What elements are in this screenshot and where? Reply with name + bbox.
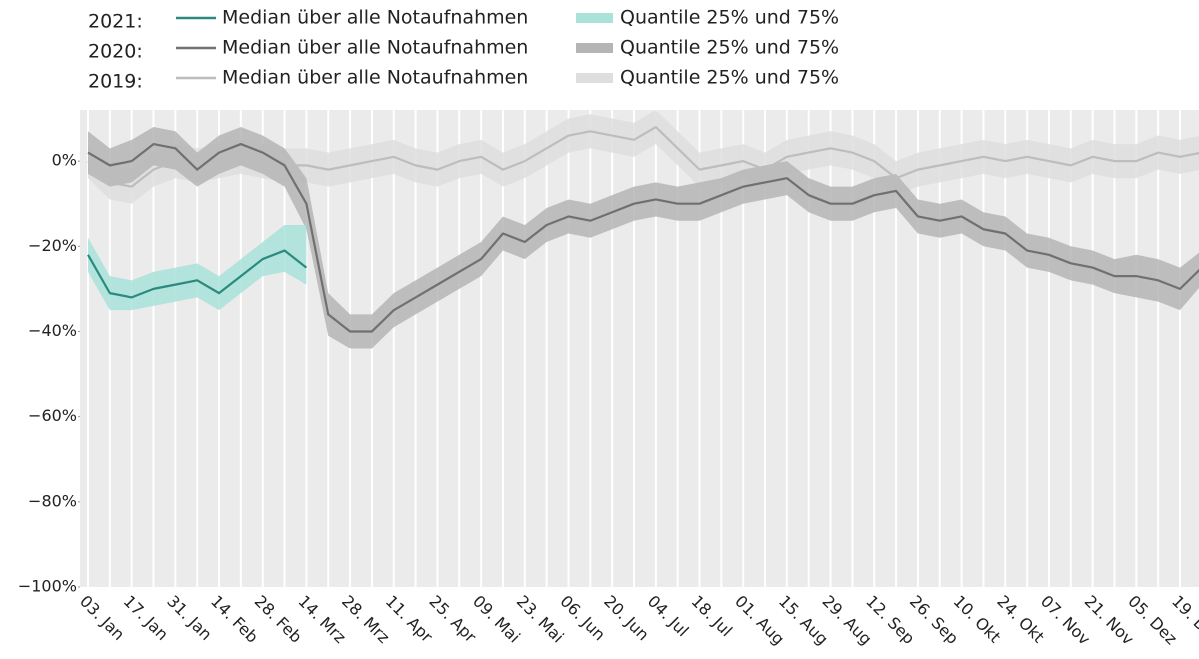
legend-label: Quantile 25% und 75% xyxy=(620,7,839,29)
y-tick-label: −80% xyxy=(28,491,77,510)
legend-year: 2021: xyxy=(88,11,143,33)
x-tick-label: 25. Apr xyxy=(425,592,480,647)
legend-year: 2019: xyxy=(88,71,143,93)
quantile-band xyxy=(88,110,1199,204)
x-tick-label: 28. Mrz xyxy=(338,592,393,647)
x-tick-label: 04. Jul xyxy=(644,592,693,641)
legend-label: Quantile 25% und 75% xyxy=(620,37,839,59)
legend-swatch xyxy=(576,13,613,23)
legend-swatch xyxy=(576,73,613,83)
x-tick-label: 14. Mrz xyxy=(294,592,349,647)
median-line xyxy=(87,125,1199,188)
x-tick-label: 09. Mai xyxy=(469,592,524,647)
median-line xyxy=(87,249,308,299)
x-tick-label: 17. Jan xyxy=(120,592,172,644)
x-tick-label: 23. Mai xyxy=(513,592,568,647)
x-tick-label: 31. Jan xyxy=(163,592,215,644)
legend-label: Median über alle Notaufnahmen xyxy=(222,37,528,59)
plot-background xyxy=(80,110,1199,587)
legend-label: Median über alle Notaufnahmen xyxy=(222,7,528,29)
y-tick-label: −100% xyxy=(18,577,77,596)
x-tick-label: 18. Jul xyxy=(688,592,737,641)
y-tick-label: −20% xyxy=(28,236,77,255)
x-tick-label: 24. Okt xyxy=(993,592,1048,647)
median-line xyxy=(87,142,1199,333)
legend-year: 2020: xyxy=(88,41,143,63)
x-tick-label: 28. Feb xyxy=(251,592,306,647)
legend-label: Quantile 25% und 75% xyxy=(620,67,839,89)
y-tick-label: 0% xyxy=(52,151,77,170)
y-tick-label: −60% xyxy=(28,406,77,425)
x-tick-label: 14. Feb xyxy=(207,592,262,647)
quantile-band xyxy=(88,127,1199,349)
y-tick-label: −40% xyxy=(28,321,77,340)
legend-label: Median über alle Notaufnahmen xyxy=(222,67,528,89)
x-tick-label: 11. Apr xyxy=(382,592,437,647)
legend-swatch xyxy=(576,43,613,53)
x-tick-label: 20. Jun xyxy=(600,592,653,645)
x-tick-label: 06. Jun xyxy=(556,592,609,645)
x-tick-label: 03. Jan xyxy=(76,592,128,644)
quantile-band xyxy=(88,224,307,311)
